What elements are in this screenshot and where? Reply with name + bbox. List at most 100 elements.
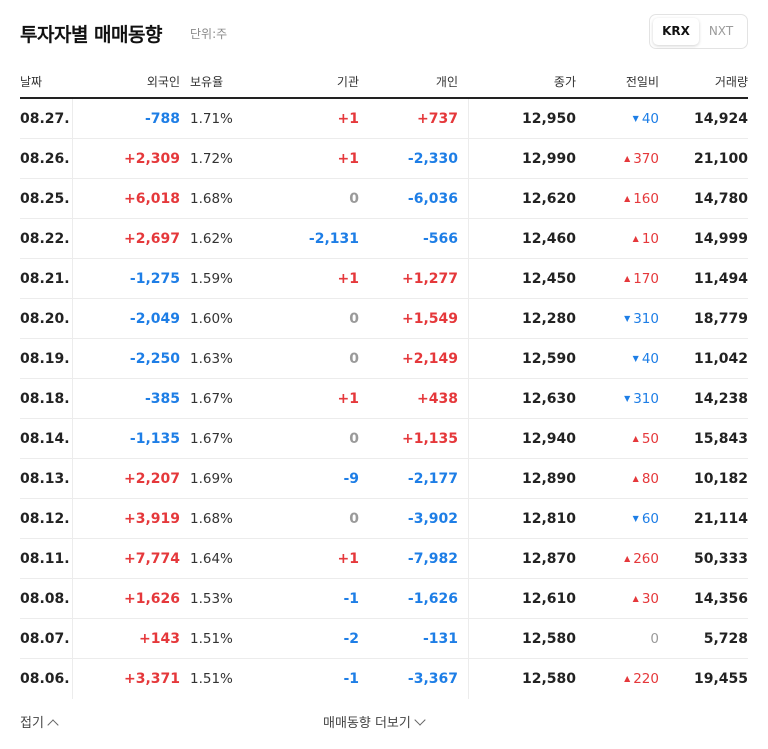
- trading-volume: 11,042: [693, 351, 748, 367]
- table-row: 08.19. -2,250 1.63% 0 +2,149 12,590 ▼ 40 11,042: [20, 339, 748, 379]
- change-amount: 30: [641, 591, 659, 607]
- table-row: 08.25. +6,018 1.68% 0 -6,036 12,620 ▲ 160 14,780: [20, 179, 748, 219]
- foreign-net: -1,135: [129, 431, 180, 447]
- change-amount: 220: [633, 671, 659, 687]
- foreign-net: -1,275: [129, 271, 180, 287]
- change-amount: 0: [650, 631, 659, 647]
- holding-ratio: 1.51%: [190, 671, 233, 687]
- individual-net: +737: [417, 111, 458, 127]
- triangle-up-icon: ▲: [632, 234, 639, 243]
- holding-ratio: 1.53%: [190, 591, 233, 607]
- individual-net: -3,367: [407, 671, 458, 687]
- nxt-tab[interactable]: NXT: [708, 24, 734, 38]
- table-footer: 접기 매매동향 더보기: [20, 710, 748, 734]
- triangle-up-icon: ▲: [624, 554, 631, 563]
- change-value: ▼ 60: [633, 499, 659, 539]
- change-amount: 310: [633, 391, 659, 407]
- trading-volume: 19,455: [693, 671, 748, 687]
- trading-volume: 50,333: [693, 551, 748, 567]
- table-row: 08.08. +1,626 1.53% -1 -1,626 12,610 ▲ 30 14,356: [20, 579, 748, 619]
- institution-net: +1: [337, 151, 359, 167]
- row-date: 08.06.: [20, 671, 70, 687]
- column-divider: [468, 219, 469, 259]
- trading-volume: 10,182: [693, 471, 748, 487]
- foreign-net: -385: [144, 391, 180, 407]
- col-institution-header: 기관: [336, 75, 359, 89]
- foreign-net: +2,309: [123, 151, 180, 167]
- more-trading-label: 매매동향 더보기: [323, 716, 411, 731]
- change-amount: 260: [633, 551, 659, 567]
- institution-net: -9: [343, 471, 359, 487]
- change-value: 0: [650, 619, 659, 659]
- foreign-net: +6,018: [123, 191, 180, 207]
- institution-net: 0: [349, 191, 359, 207]
- holding-ratio: 1.51%: [190, 631, 233, 647]
- individual-net: -2,330: [407, 151, 458, 167]
- close-price: 12,620: [521, 191, 576, 207]
- row-date: 08.22.: [20, 231, 70, 247]
- table-row: 08.20. -2,049 1.60% 0 +1,549 12,280 ▼ 310 18,779: [20, 299, 748, 339]
- individual-net: -566: [422, 231, 458, 247]
- holding-ratio: 1.60%: [190, 311, 233, 327]
- change-value: ▲ 370: [624, 139, 659, 179]
- institution-net: 0: [349, 351, 359, 367]
- change-value: ▲ 220: [624, 659, 659, 699]
- institution-net: 0: [349, 431, 359, 447]
- column-divider: [72, 579, 73, 619]
- change-value: ▲ 260: [624, 539, 659, 579]
- foreign-net: +7,774: [123, 551, 180, 567]
- triangle-down-icon: ▼: [632, 514, 639, 523]
- row-date: 08.19.: [20, 351, 70, 367]
- holding-ratio: 1.68%: [190, 511, 233, 527]
- table-header: 날짜 외국인 보유율 기관 개인 종가 전일비 거래량: [20, 63, 748, 99]
- col-foreign-header: 외국인: [146, 75, 180, 89]
- table-row: 08.26. +2,309 1.72% +1 -2,330 12,990 ▲ 370 21,10…: [20, 139, 748, 179]
- row-date: 08.12.: [20, 511, 70, 527]
- individual-net: +2,149: [401, 351, 458, 367]
- change-value: ▼ 310: [624, 379, 659, 419]
- column-divider: [72, 219, 73, 259]
- col-change-header: 전일비: [625, 75, 659, 89]
- triangle-down-icon: ▼: [624, 314, 631, 323]
- more-trading-button[interactable]: 매매동향 더보기: [323, 712, 426, 731]
- col-date-header: 날짜: [20, 75, 43, 89]
- individual-net: +438: [417, 391, 458, 407]
- institution-net: -2: [343, 631, 359, 647]
- panel-title: 투자자별 매매동향: [20, 24, 162, 46]
- foreign-net: -788: [144, 111, 180, 127]
- foreign-net: +3,371: [123, 671, 180, 687]
- change-value: ▲ 50: [633, 419, 659, 459]
- column-divider: [468, 139, 469, 179]
- change-value: ▲ 80: [633, 459, 659, 499]
- col-close-header: 종가: [553, 75, 576, 89]
- individual-net: -6,036: [407, 191, 458, 207]
- close-price: 12,810: [521, 511, 576, 527]
- institution-net: -1: [343, 591, 359, 607]
- foreign-net: +2,697: [123, 231, 180, 247]
- trading-volume: 18,779: [693, 311, 748, 327]
- holding-ratio: 1.62%: [190, 231, 233, 247]
- fold-button[interactable]: 접기: [20, 712, 59, 731]
- krx-tab[interactable]: KRX: [653, 18, 699, 45]
- individual-net: +1,549: [401, 311, 458, 327]
- column-divider: [468, 459, 469, 499]
- table-row: 08.12. +3,919 1.68% 0 -3,902 12,810 ▼ 60 21,114: [20, 499, 748, 539]
- fold-label: 접기: [20, 716, 44, 731]
- trading-volume: 21,114: [693, 511, 748, 527]
- change-amount: 40: [641, 111, 659, 127]
- individual-net: -131: [422, 631, 458, 647]
- trading-volume: 14,356: [693, 591, 748, 607]
- change-amount: 10: [641, 231, 659, 247]
- institution-net: -1: [343, 671, 359, 687]
- col-individual-header: 개인: [435, 75, 458, 89]
- column-divider: [72, 419, 73, 459]
- table-row: 08.21. -1,275 1.59% +1 +1,277 12,450 ▲ 170 11,49…: [20, 259, 748, 299]
- column-divider: [72, 619, 73, 659]
- institution-net: +1: [337, 271, 359, 287]
- triangle-up-icon: ▲: [624, 194, 631, 203]
- close-price: 12,580: [521, 671, 576, 687]
- change-value: ▼ 40: [633, 99, 659, 139]
- column-divider: [72, 259, 73, 299]
- change-amount: 370: [633, 151, 659, 167]
